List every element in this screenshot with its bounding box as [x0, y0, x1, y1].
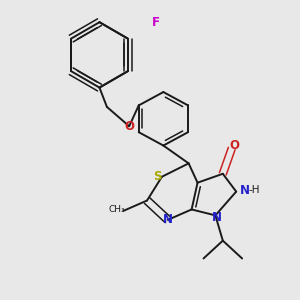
Text: N: N: [212, 211, 222, 224]
Text: -H: -H: [248, 185, 260, 195]
Text: N: N: [163, 213, 173, 226]
Text: N: N: [240, 184, 250, 196]
Text: O: O: [230, 139, 240, 152]
Text: S: S: [153, 170, 162, 183]
Text: CH₃: CH₃: [108, 205, 125, 214]
Text: F: F: [152, 16, 160, 29]
Text: O: O: [124, 120, 134, 133]
